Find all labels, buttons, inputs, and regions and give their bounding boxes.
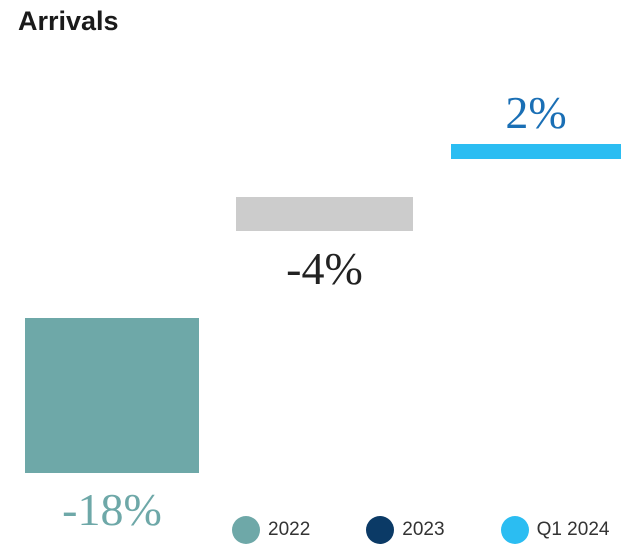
legend-swatch-2023 bbox=[366, 516, 395, 544]
bar-q1-2024 bbox=[451, 144, 621, 159]
legend-label-2023: 2023 bbox=[402, 519, 445, 540]
bar-2023 bbox=[236, 197, 413, 231]
legend-item-2023: 2023 bbox=[366, 516, 445, 544]
legend-label-2022: 2022 bbox=[268, 519, 311, 540]
legend-label-q1-2024: Q1 2024 bbox=[536, 519, 610, 540]
legend: 2022 2023 Q1 2024 bbox=[232, 515, 609, 545]
legend-item-2022: 2022 bbox=[232, 516, 310, 544]
value-label-q1-2024: 2% bbox=[505, 87, 566, 138]
chart-title: Arrivals bbox=[18, 6, 119, 36]
bar-2022 bbox=[25, 318, 199, 473]
legend-item-q1-2024: Q1 2024 bbox=[500, 516, 610, 544]
value-label-2023: -4% bbox=[286, 243, 363, 294]
legend-swatch-q1-2024 bbox=[500, 516, 529, 544]
value-label-2022: -18% bbox=[62, 484, 162, 535]
legend-swatch-2022 bbox=[232, 516, 260, 544]
